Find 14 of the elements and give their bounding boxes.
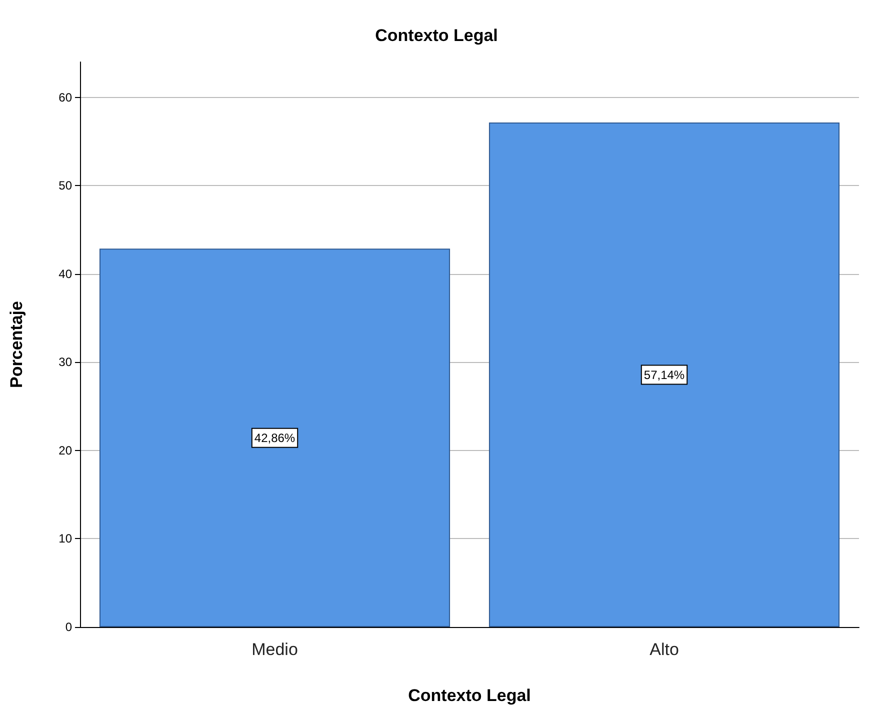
y-tick-label: 20	[58, 443, 72, 458]
y-axis-title: Porcentaje	[7, 301, 26, 388]
y-tick-label: 30	[58, 355, 72, 370]
chart-title: Contexto Legal	[375, 26, 498, 45]
x-tick-label: Medio	[252, 640, 298, 659]
y-tick-label: 0	[65, 620, 72, 634]
y-tick-label: 50	[58, 178, 72, 193]
data-label: 42,86%	[254, 430, 296, 445]
y-tick-label: 60	[58, 90, 72, 104]
x-axis-title: Contexto Legal	[408, 686, 531, 705]
y-tick-label: 10	[58, 532, 72, 546]
y-tick-label: 40	[58, 266, 72, 281]
x-tick-label: Alto	[650, 640, 679, 659]
data-label: 57,14%	[644, 368, 685, 382]
